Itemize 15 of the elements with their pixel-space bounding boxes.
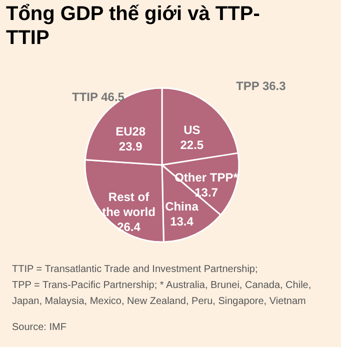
slice-label: Rest of the world — [102, 190, 156, 219]
text: Japan, Malaysia, Mexico, New Zealand, Peru, Singapore, Vietnam — [12, 296, 306, 307]
chart-title: Tổng GDP thế giới và TTP-TTIP — [6, 3, 260, 49]
data-label: 13.7 — [194, 186, 218, 200]
slice-label: EU28 — [116, 124, 146, 138]
data-label: 23.9 — [118, 139, 143, 154]
slice-label: US — [184, 123, 200, 138]
source-note: Source: IMF — [12, 322, 66, 333]
text: TPP = Trans-Pacific Partnership; * Australia, Brunei, Canada, Chile, — [12, 280, 312, 291]
data-label: 13.4 — [170, 214, 194, 229]
data-label: 22.5 — [180, 138, 204, 152]
slice-label: China — [165, 200, 199, 214]
text: TTIP 46.5 — [72, 90, 125, 104]
text: TPP 36.3 — [236, 79, 286, 93]
text: TTIP = Transatlantic Trade and Investment Partnership; — [12, 264, 258, 275]
